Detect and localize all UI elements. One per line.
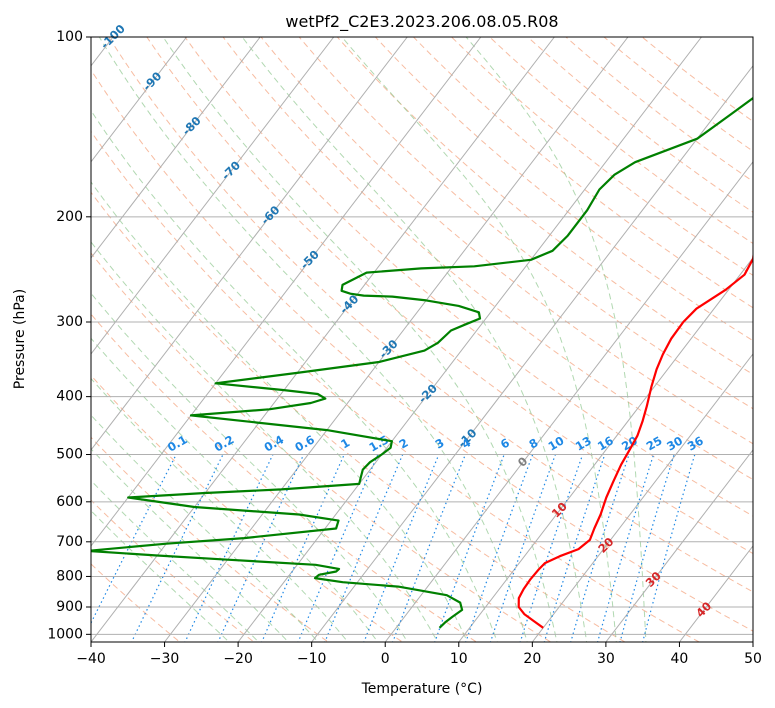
isotherm [91, 37, 555, 642]
dry-adiabat [108, 37, 753, 593]
y-tick-label: 100 [56, 29, 83, 45]
mixing-ratio-label: 10 [546, 433, 567, 453]
isotherm [237, 37, 702, 642]
moist-adiabat [91, 109, 498, 642]
moist-adiabat [91, 181, 468, 642]
dry-adiabat [374, 37, 753, 342]
mixing-ratio-line [392, 454, 466, 642]
moist-adiabat [91, 479, 260, 642]
isotherm [91, 37, 188, 163]
x-tick-label: 20 [523, 651, 541, 667]
temperature-profile [517, 250, 753, 629]
x-axis-label: Temperature (°C) [361, 681, 483, 697]
x-tick-label: 50 [744, 651, 762, 667]
mixing-ratio-line [297, 454, 379, 642]
dry-adiabat [91, 191, 626, 642]
x-tick-label: −10 [297, 651, 327, 667]
y-tick-label: 600 [56, 494, 83, 510]
x-tick-label: 10 [450, 651, 468, 667]
profile-series [91, 96, 753, 629]
dry-adiabat [184, 37, 753, 517]
y-tick-label: 900 [56, 599, 83, 615]
y-axis-label: Pressure (hPa) [12, 289, 28, 389]
mixing-ratio-line [597, 454, 655, 642]
isotherm [384, 161, 753, 642]
x-tick-label: −40 [76, 651, 106, 667]
mixing-ratio-label: 13 [573, 433, 594, 453]
moist-adiabat [91, 414, 319, 642]
chart-title: wetPf2_C2E3.2023.206.08.05.R08 [285, 12, 558, 32]
x-tick-label: 40 [671, 651, 689, 667]
dewpoint-profile [91, 96, 753, 629]
mixing-ratio-line [261, 454, 345, 642]
isotherm [91, 37, 335, 355]
dry-adiabat [222, 37, 753, 481]
isotherm [531, 353, 753, 642]
y-tick-label: 700 [56, 534, 83, 550]
mixing-ratio-line [324, 454, 404, 642]
moist-adiabat [241, 37, 588, 642]
x-axis-ticks: −40 −30 −20 −10 0 10 20 30 40 50 [76, 642, 762, 667]
mixing-ratio-line [184, 454, 274, 642]
x-tick-label: 30 [597, 651, 615, 667]
mixing-ratio-line [642, 454, 696, 642]
y-tick-label: 500 [56, 447, 83, 463]
mixing-ratio-label: 25 [644, 433, 665, 453]
dry-adiabat [260, 37, 753, 445]
x-tick-label: 0 [381, 651, 390, 667]
dry-adiabat [91, 252, 552, 642]
isotherm [605, 449, 753, 642]
isotherm [91, 37, 261, 259]
dry-adiabat [412, 37, 753, 309]
moist-adiabat [465, 37, 647, 642]
moist-adiabat [91, 509, 230, 642]
dry-adiabat [91, 313, 478, 642]
isotherm [458, 257, 753, 642]
x-tick-label: −30 [150, 651, 180, 667]
moist-adiabat [91, 292, 409, 642]
dry-adiabat [450, 37, 753, 276]
moist-adiabat [91, 241, 439, 642]
mixing-ratio-line [619, 454, 675, 642]
mixing-ratio-line [570, 454, 630, 642]
y-tick-label: 300 [56, 314, 83, 330]
mixing-ratio-line [217, 454, 305, 642]
moist-adiabat [98, 37, 528, 642]
mixing-ratio-label: 36 [685, 433, 706, 453]
y-tick-label: 800 [56, 568, 83, 584]
moist-adiabat [162, 37, 558, 642]
moist-adiabat [341, 37, 617, 642]
dry-adiabat [91, 69, 753, 632]
y-tick-label: 1000 [47, 626, 83, 642]
y-tick-label: 400 [56, 389, 83, 405]
mixing-ratio-label: 30 [664, 433, 685, 453]
dry-adiabat [146, 37, 753, 555]
isotherm [91, 37, 408, 451]
dry-adiabat [91, 499, 255, 642]
y-tick-label: 200 [56, 209, 83, 225]
isotherm [164, 37, 629, 642]
background-lines [91, 37, 753, 642]
x-tick-label: −20 [223, 651, 253, 667]
y-axis-ticks: 100 200 300 400 500 600 700 800 900 1000 [47, 29, 91, 642]
mixing-ratio-label: 16 [595, 433, 616, 453]
plot-frame [90, 36, 754, 643]
isotherm [91, 37, 482, 547]
moist-adiabat [91, 448, 290, 642]
dry-adiabat [91, 374, 404, 642]
dry-adiabat [488, 37, 753, 245]
